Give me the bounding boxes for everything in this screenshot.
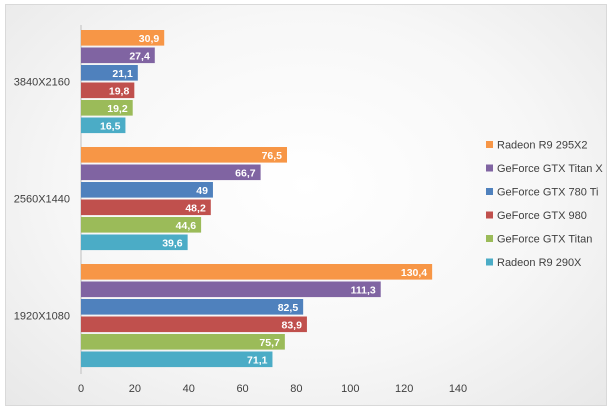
- chart-area: 30,9 27,4 21,1 19,8 19,2 16,5 3840X2160 76,5 66,…: [5, 4, 607, 406]
- bar: [81, 147, 288, 163]
- data-label: 82,5: [278, 302, 299, 314]
- data-label: 16,5: [100, 120, 121, 132]
- legend-swatch: [486, 258, 493, 266]
- bar: [81, 30, 165, 46]
- x-tick-label: 0: [78, 383, 84, 395]
- bar: [81, 100, 133, 116]
- data-label: 83,9: [281, 319, 302, 331]
- legend-entry: GeForce GTX Titan: [497, 234, 592, 246]
- data-label: 75,7: [259, 337, 280, 349]
- x-tick-label: 40: [183, 383, 195, 395]
- bar: [81, 182, 213, 198]
- data-label: 76,5: [262, 150, 283, 162]
- bar: [81, 47, 155, 64]
- bar: [81, 281, 381, 298]
- data-label: 30,9: [139, 33, 160, 45]
- x-tick-label: 120: [395, 383, 413, 395]
- bar: [81, 299, 304, 315]
- legend-entry: GeForce GTX 780 Ti: [497, 187, 598, 199]
- category-label: 2560X1440: [14, 194, 70, 206]
- legend-entry: GeForce GTX 980: [497, 210, 587, 222]
- data-label: 66,7: [235, 167, 256, 179]
- bar: [81, 199, 211, 216]
- bar: [81, 65, 138, 81]
- legend-swatch: [486, 211, 493, 219]
- data-label: 44,6: [176, 220, 197, 232]
- category-label: 3840X2160: [14, 77, 70, 89]
- data-label: 19,2: [107, 103, 128, 115]
- legend-entry: Radeon R9 290X: [497, 257, 582, 269]
- bar: [81, 316, 307, 333]
- bar: [81, 217, 202, 233]
- bar: [81, 234, 188, 251]
- x-tick-label: 60: [236, 383, 248, 395]
- bar: [81, 164, 261, 181]
- data-label: 39,6: [162, 237, 183, 249]
- x-tick-label: 100: [341, 383, 359, 395]
- category-label: 1920X1080: [14, 311, 70, 323]
- bar: [81, 351, 273, 368]
- x-tick-label: 20: [129, 383, 141, 395]
- data-label: 27,4: [129, 50, 150, 62]
- bar: [81, 334, 285, 350]
- legend-entry: GeForce GTX Titan X: [497, 163, 603, 175]
- legend-entry: Radeon R9 295X2: [497, 140, 588, 152]
- data-label: 71,1: [247, 354, 268, 366]
- data-label: 48,2: [185, 202, 206, 214]
- data-label: 21,1: [112, 68, 133, 80]
- bar: [81, 117, 126, 134]
- x-tick-label: 140: [449, 383, 467, 395]
- bar-chart: 30,9 27,4 21,1 19,8 19,2 16,5 3840X2160 76,5 66,…: [14, 25, 603, 395]
- legend-swatch: [486, 188, 493, 195]
- bar: [81, 82, 135, 99]
- legend-swatch: [486, 235, 493, 242]
- data-label: 49: [196, 185, 208, 197]
- data-label: 130,4: [401, 267, 427, 279]
- x-tick-label: 80: [290, 383, 302, 395]
- data-label: 111,3: [351, 284, 376, 296]
- bar: [81, 264, 433, 280]
- legend-swatch: [486, 164, 493, 172]
- legend-swatch: [486, 141, 493, 148]
- data-label: 19,8: [109, 85, 130, 97]
